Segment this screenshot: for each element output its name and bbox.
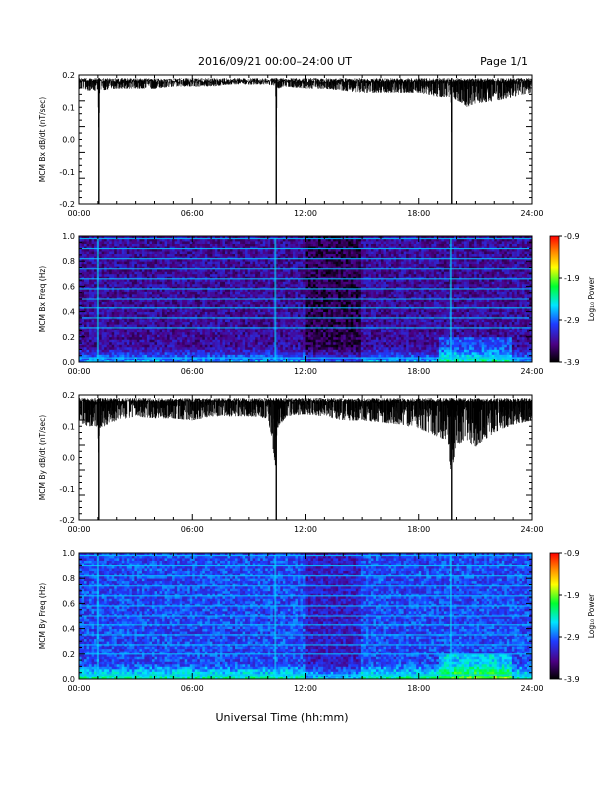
colorbar-label: Log₁₀ Power [587, 593, 596, 638]
y-tick-label: 0.2 [62, 391, 75, 400]
colorbar-tick-label: -1.9 [564, 591, 580, 600]
y-tick-label: 0.0 [62, 454, 75, 463]
colorbar-tick-label: -1.9 [564, 274, 580, 283]
by-dbdt-panel: 00:00 06:00 12:00 18:00 24:00 0.2 0.1 0.0 -0.1 -0… [38, 391, 544, 534]
y-axis-label: MCM By dB/dt (nT/sec) [38, 415, 47, 500]
dbdt-trace [78, 78, 533, 156]
y-tick-label: -0.1 [59, 485, 75, 494]
x-tick-label: 18:00 [407, 209, 430, 218]
y-tick-label: 0.2 [62, 650, 75, 659]
y-axis-label: MCM Bx Freq (Hz) [38, 266, 47, 332]
dbdt-trace [78, 398, 533, 473]
y-tick-label: 0.2 [62, 71, 75, 80]
y-tick-label: 0.1 [62, 103, 75, 112]
colorbar-tick-label: -3.9 [564, 675, 580, 684]
colorbar-tick-label: -2.9 [564, 316, 580, 325]
x-tick-label: 18:00 [407, 525, 430, 534]
spectral-burst [274, 238, 277, 360]
x-tick-label: 18:00 [407, 367, 430, 376]
spectral-burst [449, 555, 452, 677]
y-axis-label: MCM By Freq (Hz) [38, 583, 47, 649]
y-tick-label: 0.0 [62, 358, 75, 367]
y-tick-label: 0.8 [62, 257, 75, 266]
spectral-burst [96, 555, 99, 677]
colorbar-tick-label: -2.9 [564, 633, 580, 642]
x-tick-label: 06:00 [181, 367, 204, 376]
colorbar-tick-label: -0.9 [564, 549, 580, 558]
x-tick-label: 24:00 [520, 684, 543, 693]
x-tick-label: 06:00 [181, 525, 204, 534]
y-tick-label: 0.0 [62, 675, 75, 684]
spectrogram-field [79, 236, 533, 363]
y-tick-label: -0.2 [59, 200, 75, 209]
spectral-burst [96, 238, 99, 360]
by-spectrogram-panel: 00:00 06:00 12:00 18:00 24:00 1.0 0.8 0.6 0.4 0.2… [38, 549, 596, 693]
y-tick-label: 1.0 [62, 232, 75, 241]
x-tick-label: 24:00 [520, 367, 543, 376]
y-axis-label: MCM Bx dB/dt (nT/sec) [38, 97, 47, 182]
x-tick-label: 12:00 [294, 684, 317, 693]
bx-dbdt-panel: 00:00 06:00 12:00 18:00 24:00 0.2 0.1 0.0 -0.1 -0… [38, 71, 544, 218]
colorbar-tick-label: -3.9 [564, 358, 580, 367]
y-tick-label: 0.4 [62, 625, 75, 634]
colorbar [549, 235, 560, 363]
x-tick-label: 00:00 [67, 684, 90, 693]
x-tick-label: 12:00 [294, 209, 317, 218]
page-number: Page 1/1 [480, 55, 528, 68]
y-tick-label: -0.2 [59, 516, 75, 525]
x-tick-label: 00:00 [67, 209, 90, 218]
x-tick-label: 00:00 [67, 525, 90, 534]
y-tick-label: 0.0 [62, 136, 75, 145]
colorbar-label: Log₁₀ Power [587, 276, 596, 321]
x-tick-label: 06:00 [181, 209, 204, 218]
bx-spectrogram-panel: 00:00 06:00 12:00 18:00 24:00 1.0 0.8 0.6 0.4 0.2… [38, 232, 596, 376]
x-tick-label: 24:00 [520, 209, 543, 218]
colorbar [549, 552, 560, 680]
y-tick-label: 0.4 [62, 308, 75, 317]
x-tick-label: 18:00 [407, 684, 430, 693]
x-tick-label: 06:00 [181, 684, 204, 693]
x-tick-label: 00:00 [67, 367, 90, 376]
x-tick-label: 12:00 [294, 525, 317, 534]
x-tick-label: 24:00 [520, 525, 543, 534]
x-axis-title: Universal Time (hh:mm) [216, 711, 349, 724]
page-title: 2016/09/21 00:00–24:00 UT [198, 55, 352, 68]
y-tick-label: 0.6 [62, 282, 75, 291]
y-tick-label: 1.0 [62, 549, 75, 558]
colorbar-tick-label: -0.9 [564, 232, 580, 241]
y-tick-label: 0.2 [62, 333, 75, 342]
x-tick-label: 12:00 [294, 367, 317, 376]
y-tick-label: 0.1 [62, 422, 75, 431]
spectral-burst [449, 238, 452, 360]
y-tick-label: 0.8 [62, 574, 75, 583]
y-tick-label: 0.6 [62, 599, 75, 608]
y-tick-label: -0.1 [59, 168, 75, 177]
spectral-burst [274, 555, 277, 677]
